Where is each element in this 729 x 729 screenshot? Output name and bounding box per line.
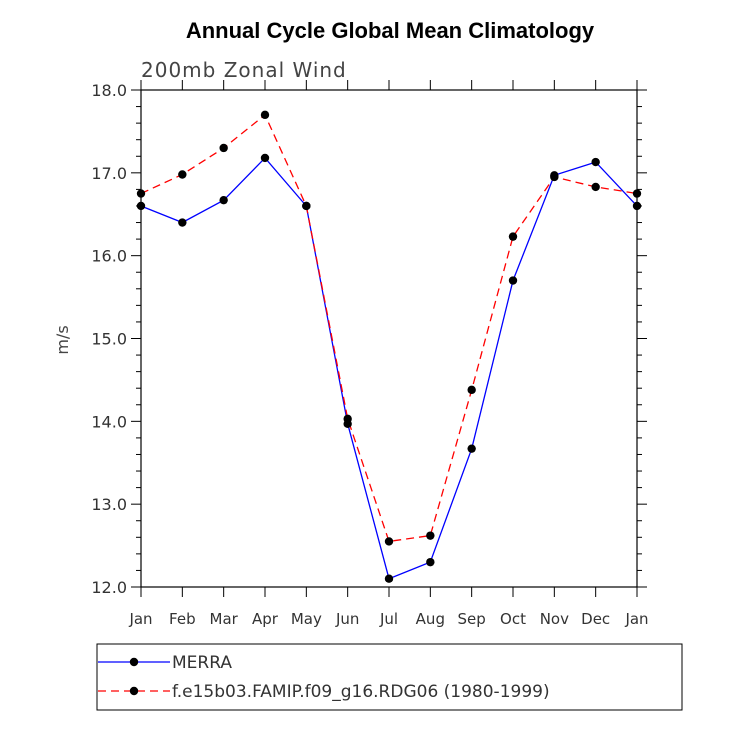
series-0-point: [591, 157, 600, 167]
series-0-point: [467, 444, 476, 453]
y-tick-label: 15.0: [91, 330, 127, 349]
y-tick-label: 16.0: [91, 247, 127, 266]
legend-label-merra: MERRA: [172, 653, 232, 673]
series-layer: [136, 110, 642, 583]
x-tick-label: Jan: [624, 610, 648, 628]
chart-title: Annual Cycle Global Mean Climatology: [186, 18, 595, 43]
series-0-point: [178, 218, 187, 227]
x-tick-label: Jun: [335, 610, 359, 628]
y-tick-label: 18.0: [91, 81, 127, 100]
x-tick-label: Mar: [210, 610, 239, 628]
y-tick-label: 13.0: [91, 495, 127, 514]
series-line-0: [140, 156, 638, 580]
series-1-point: [260, 110, 270, 120]
series-0-point: [219, 195, 228, 205]
series-0-point: [426, 557, 435, 567]
legend-marker-merra: [129, 657, 139, 667]
series-1-point: [591, 182, 600, 192]
x-tick-label: Oct: [500, 610, 526, 628]
chart-subtitle: 200mb Zonal Wind: [141, 58, 347, 82]
x-tick-label: Feb: [169, 610, 196, 628]
series-line-1: [140, 113, 638, 543]
y-tick-label: 17.0: [91, 164, 127, 183]
plot-frame: [140, 89, 638, 588]
series-1-point: [343, 414, 352, 424]
series-1-point: [178, 170, 187, 179]
series-1-point: [384, 537, 394, 546]
x-tick-label: Jul: [379, 610, 398, 628]
legend-box: [96, 643, 683, 711]
x-tick-label: Aug: [416, 610, 445, 628]
series-0-point: [384, 574, 394, 583]
x-tick-label: May: [291, 610, 322, 628]
y-tick-label: 14.0: [91, 412, 127, 431]
series-1-point: [302, 201, 311, 211]
axis-ticks: [131, 80, 647, 597]
x-tick-label: Jan: [128, 610, 152, 628]
legend-marker-model: [129, 686, 139, 696]
series-1-point: [426, 531, 435, 540]
y-axis-label: m/s: [53, 325, 72, 354]
x-tick-labels: Jan Feb Mar Apr May Jun Jul Aug Sep Oct Nov Dec Jan: [128, 610, 648, 628]
series-0-point: [260, 153, 270, 163]
legend: MERRA f.e15b03.FAMIP.f09_g16.RDG06 (1980…: [96, 643, 683, 711]
x-tick-label: Sep: [458, 610, 486, 628]
series-1-point: [508, 232, 518, 241]
legend-label-model: f.e15b03.FAMIP.f09_g16.RDG06 (1980-1999): [172, 682, 550, 702]
series-1-point: [219, 143, 228, 153]
x-tick-label: Dec: [581, 610, 610, 628]
y-tick-labels: 12.0 13.0 14.0 15.0 16.0 17.0 18.0: [91, 81, 127, 597]
series-1-point: [467, 385, 476, 395]
y-tick-label: 12.0: [91, 578, 127, 597]
x-tick-label: Apr: [252, 610, 279, 628]
x-tick-label: Nov: [540, 610, 569, 628]
series-0-point: [508, 276, 518, 285]
series-1-point: [550, 172, 559, 182]
